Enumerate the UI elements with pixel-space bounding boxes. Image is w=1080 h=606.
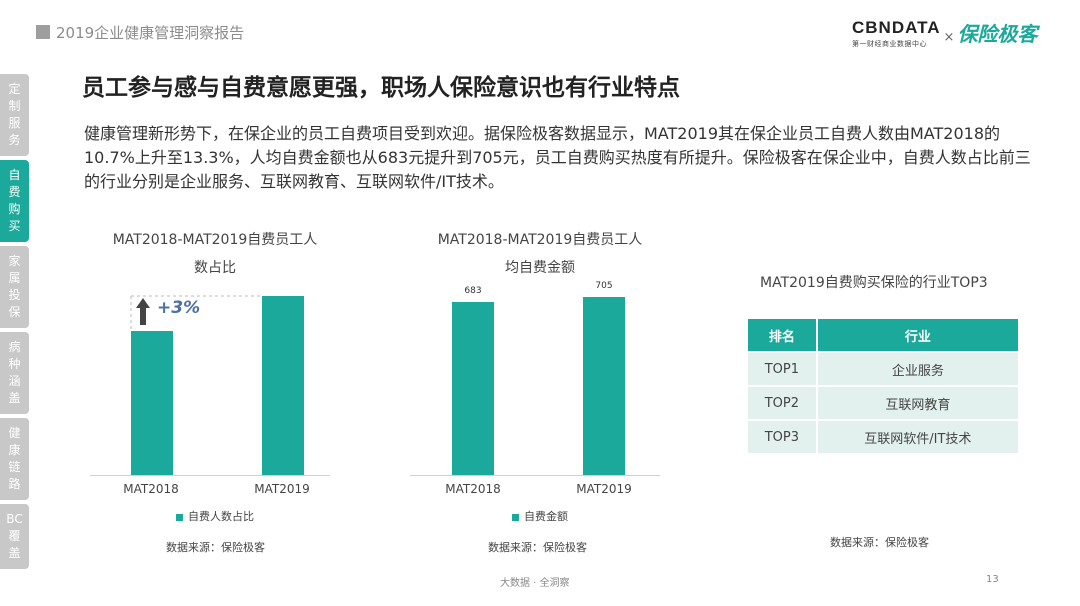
table-cell-rank: TOP3 [748, 421, 818, 453]
chart1-xtick-1: MAT2019 [254, 482, 310, 496]
page-number: 13 [986, 574, 999, 585]
sidebar-item-3[interactable]: 病种涵盖 [0, 332, 29, 414]
sidebar-nav: 定制服务自费购买家属投保病种涵盖健康链路 BC 覆盖 [0, 74, 29, 573]
table-row: TOP3 互联网软件/IT技术 [748, 421, 1020, 453]
chart1-axis-line [90, 475, 330, 476]
chart2-xtick-1: MAT2019 [576, 482, 632, 496]
table-header-row: 排名 行业 [748, 319, 1020, 351]
baoxianjike-logo: 保险极客 [957, 22, 1038, 46]
chart1-xtick-0: MAT2018 [123, 482, 179, 496]
cbndata-logo-subtitle: 第一财经商业数据中心 [852, 40, 927, 48]
up-arrow-icon [136, 298, 150, 325]
chart2-bar-0 [452, 302, 494, 476]
chart1-legend: 自费人数占比 [176, 508, 254, 524]
chart2-legend-swatch [512, 513, 519, 521]
chart2-legend-label: 自费金额 [524, 510, 568, 523]
chart2-xtick-0: MAT2018 [445, 482, 501, 496]
chart1-source: 数据来源：保险极客 [166, 541, 265, 554]
table-row: TOP2 互联网教育 [748, 387, 1020, 419]
footer-tagline: 大数据 · 全洞察 [500, 578, 570, 589]
chart1-legend-label: 自费人数占比 [188, 510, 254, 523]
chart1-bar-0 [131, 331, 173, 476]
chart1-change-annotation: +3% [157, 298, 201, 318]
table-header-rank: 排名 [748, 319, 818, 351]
sidebar-item-1[interactable]: 自费购买 [0, 160, 29, 242]
logo-cross-symbol: × [943, 30, 955, 45]
chart1-bar-1 [262, 296, 304, 476]
chart2-title-line2: 均自费金额 [505, 260, 575, 276]
table-cell-industry: 互联网教育 [817, 387, 1020, 419]
brand-logos: CBNDATA 第一财经商业数据中心 × 保险极客 [852, 18, 1037, 49]
chart2-bar-1 [583, 297, 625, 476]
chart1-legend-swatch [176, 513, 183, 521]
table-cell-industry: 企业服务 [817, 353, 1020, 385]
intro-paragraph: 健康管理新形势下，在保企业的员工自费项目受到欢迎。据保险极客数据显示，MAT20… [84, 124, 1031, 191]
chart2-source: 数据来源：保险极客 [488, 541, 587, 554]
chart2-value-label-0: 683 [464, 286, 482, 296]
chart1-title-line2: 数占比 [194, 260, 236, 276]
chart2-legend: 自费金额 [512, 508, 568, 524]
table-row: TOP1 企业服务 [748, 353, 1020, 385]
report-title: 2019企业健康管理洞察报告 [56, 24, 245, 42]
table-source: 数据来源：保险极客 [830, 536, 929, 549]
page-title: 员工参与感与自费意愿更强，职场人保险意识也有行业特点 [82, 75, 680, 101]
chart1-plot: +3% [90, 280, 330, 476]
top3-table-title: MAT2019自费购买保险的行业TOP3 [760, 275, 988, 291]
sidebar-item-5[interactable]: BC 覆盖 [0, 504, 29, 569]
table-cell-industry: 互联网软件/IT技术 [817, 421, 1020, 453]
chart2-axis-line [410, 475, 660, 476]
chart2-value-label-1: 705 [595, 281, 613, 291]
sidebar-item-0[interactable]: 定制服务 [0, 74, 29, 156]
chart2-plot: 683 705 [410, 280, 660, 476]
sidebar-item-2[interactable]: 家属投保 [0, 246, 29, 328]
sidebar-item-4[interactable]: 健康链路 [0, 418, 29, 500]
table-cell-rank: TOP1 [748, 353, 818, 385]
top3-table: 排名 行业 TOP1 企业服务 TOP2 互联网教育 TOP3 互联网软件/IT… [748, 317, 1020, 455]
chart1-title: MAT2018-MAT2019自费员工人 数占比 [95, 226, 335, 282]
header-square-icon [36, 25, 50, 39]
table-cell-rank: TOP2 [748, 387, 818, 419]
chart1-annotation [130, 295, 262, 331]
chart2-title: MAT2018-MAT2019自费员工人 均自费金额 [420, 226, 660, 282]
cbndata-logo: CBNDATA [852, 18, 941, 37]
chart1-title-line1: MAT2018-MAT2019自费员工人 [112, 232, 318, 248]
chart2-title-line1: MAT2018-MAT2019自费员工人 [437, 232, 643, 248]
table-header-industry: 行业 [817, 319, 1020, 351]
